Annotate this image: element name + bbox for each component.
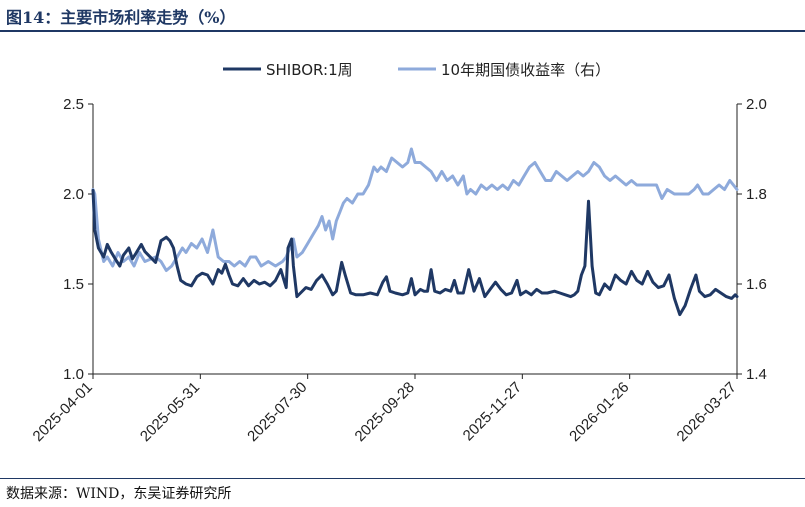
data-source: 数据来源：WIND，东吴证券研究所 bbox=[6, 486, 232, 502]
y-left-tick-label: 2.0 bbox=[63, 186, 84, 203]
source-rule bbox=[0, 478, 805, 479]
x-tick-label: 2025-07-30 bbox=[244, 379, 310, 445]
x-tick-label: 2025-11-27 bbox=[460, 379, 525, 444]
y-left-tick-label: 2.5 bbox=[63, 96, 84, 113]
legend-item-shibor: SHIBOR:1周 bbox=[223, 61, 353, 79]
bond-yield-line bbox=[91, 147, 739, 272]
figure-title: 图14：主要市场利率走势（%） bbox=[6, 8, 236, 27]
y-right-tick-label: 2.0 bbox=[746, 96, 767, 113]
line-chart: SHIBOR:1周 10年期国债收益率（右） 1.0 1.5 2.0 2.5 1.4 1.6… bbox=[30, 61, 767, 445]
x-tick-label: 2025-09-28 bbox=[352, 379, 418, 445]
series-layer bbox=[91, 147, 739, 317]
title-rule bbox=[0, 30, 805, 32]
y-right-tick-label: 1.6 bbox=[746, 276, 767, 293]
y-left-tick-label: 1.5 bbox=[63, 276, 84, 293]
axes: 1.0 1.5 2.0 2.5 1.4 1.6 1.8 2.0 2025-04-01 2025-0… bbox=[30, 96, 767, 445]
y-right-tick-label: 1.8 bbox=[746, 186, 767, 203]
legend: SHIBOR:1周 10年期国债收益率（右） bbox=[223, 61, 610, 79]
x-tick-label: 2026-01-26 bbox=[566, 379, 632, 445]
legend-label: SHIBOR:1周 bbox=[266, 61, 353, 79]
x-tick-label: 2025-04-01 bbox=[30, 379, 96, 445]
x-tick-label: 2025-05-31 bbox=[137, 379, 203, 445]
legend-item-bond-yield: 10年期国债收益率（右） bbox=[398, 61, 610, 79]
y-right-tick-label: 1.4 bbox=[746, 366, 767, 383]
y-left-tick-label: 1.0 bbox=[63, 366, 84, 383]
legend-label: 10年期国债收益率（右） bbox=[441, 61, 610, 79]
shibor-line bbox=[91, 188, 739, 317]
x-tick-label: 2026-03-27 bbox=[674, 379, 740, 445]
